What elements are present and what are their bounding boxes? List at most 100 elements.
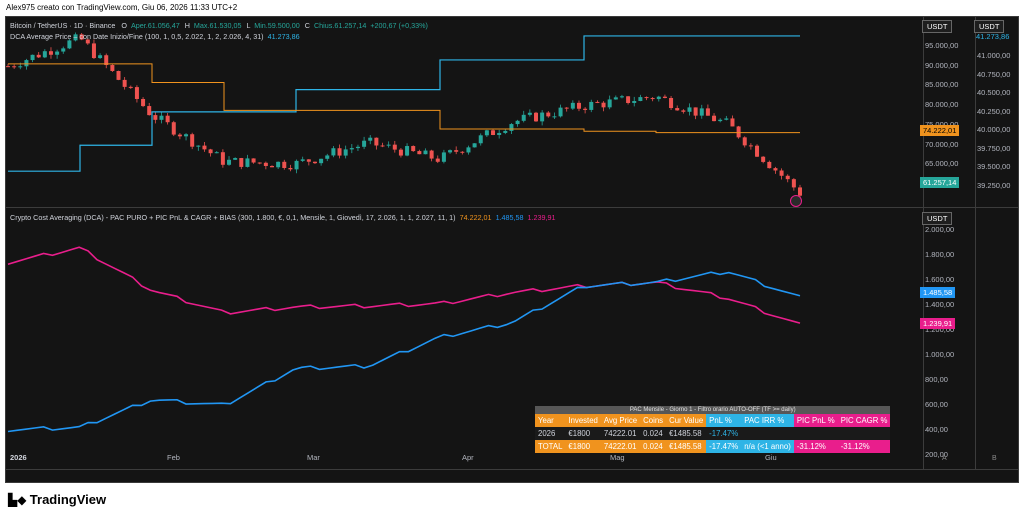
candle-body (6, 66, 10, 68)
candle-body (460, 151, 465, 153)
right-unit-tag[interactable]: USDT (974, 20, 1005, 33)
right-tick-6: 39.500,00 (977, 162, 1011, 171)
pane-letter-a[interactable]: A (942, 455, 947, 462)
candle-body (534, 112, 538, 122)
bottom-unit-tag[interactable]: USDT (922, 212, 953, 225)
top-legend-line1[interactable]: Bitcoin / TetherUS · 1D · Binance O Aper… (10, 21, 428, 30)
avg-price-orange-line (8, 63, 800, 134)
candle-body (91, 43, 96, 59)
candle-body (337, 148, 342, 156)
th-pac-irr: PAC IRR % (741, 414, 794, 427)
candle-body (712, 115, 717, 122)
candle-body (24, 60, 29, 67)
th-coins: Coins (640, 414, 667, 427)
tradingview-logo[interactable]: ▙◆ TradingView (8, 492, 106, 507)
candle-body (491, 130, 496, 135)
left-tick-3: 80.000,00 (925, 100, 959, 110)
bottom-tick-7: 600,00 (925, 400, 948, 409)
candle-body (687, 107, 692, 112)
th-invested: Invested (565, 414, 601, 427)
candle-body (644, 97, 649, 99)
x-tick-mar: Mar (307, 453, 320, 462)
cell-pnl: -17.47% (709, 429, 739, 438)
candle-body (448, 150, 453, 153)
chart-frame[interactable] (5, 16, 1019, 483)
low-value: Min.59.500,00 (254, 21, 300, 30)
change-value: +200,67 (+0,33%) (370, 21, 428, 30)
bottom-tick-2: 1.600,00 (925, 275, 955, 284)
candle-body (730, 118, 735, 127)
candle-body (650, 98, 655, 100)
candle-body (288, 167, 293, 170)
cell-pic-pnl (794, 427, 838, 440)
candle-body (134, 87, 139, 99)
candle-body (791, 179, 796, 188)
ccda-value-1: 74.222,01 (459, 213, 492, 222)
candle-body (184, 134, 189, 137)
total-pic-pnl: -31.12% (793, 440, 838, 453)
candle-body (552, 116, 557, 118)
candle-body (374, 137, 379, 146)
candle-body (632, 100, 637, 103)
candle-body (607, 99, 612, 108)
candle-body (165, 115, 170, 123)
left-tick-4: 75.000,00 (925, 120, 958, 129)
candle-body (30, 54, 35, 61)
candle-body (343, 149, 348, 156)
table-title: PAC Mensile - Giorno 1 - Filtro orario A… (535, 406, 891, 414)
pink-value-badge: 1.239,91 (920, 318, 956, 329)
th-cur-value: Cur Value (666, 414, 707, 427)
candle-body (785, 175, 790, 180)
candle-body (153, 115, 158, 120)
candle-body (626, 96, 631, 103)
candle-body (294, 160, 299, 170)
tv-mark-icon: ▙◆ (8, 493, 30, 507)
total-cur-value: €1485.58 (666, 440, 707, 453)
candle-body (300, 159, 305, 161)
bottom-tick-0: 2.000,00 (925, 225, 955, 234)
candle-body (319, 158, 324, 164)
th-avg-price: Avg Price (600, 414, 641, 427)
candle-body (570, 102, 575, 109)
left-unit-tag[interactable]: USDT (922, 20, 953, 33)
candle-body (675, 108, 680, 111)
high-letter: H (184, 21, 190, 30)
pane-letter-b[interactable]: B (992, 455, 997, 462)
candle-body (681, 110, 686, 112)
close-letter: C (304, 21, 310, 30)
cell-avg-price: 74222.01 (603, 429, 637, 438)
left-tick-6: 65.000,00 (925, 159, 959, 169)
candle-body (190, 134, 195, 147)
candle-body (515, 120, 520, 125)
pane-separator[interactable] (6, 207, 1018, 208)
total-invested: €1800 (565, 440, 601, 453)
candle-body (736, 126, 741, 138)
candle-body (257, 162, 262, 164)
candle-body (693, 107, 698, 116)
dca-summary-table: PAC Mensile - Giorno 1 - Filtro orario A… (535, 406, 891, 453)
candle-body (540, 112, 545, 122)
cell-coins: 0.024 (643, 429, 663, 438)
top-legend-line2[interactable]: DCA Average Price – con Date Inizio/Fine… (10, 32, 300, 41)
candle-body (613, 97, 618, 100)
lightning-icon[interactable] (790, 195, 802, 207)
tv-brand-text: TradingView (29, 492, 107, 507)
candle-body (417, 151, 422, 155)
candle-body (61, 48, 66, 52)
candle-body (214, 152, 219, 154)
candle-body (509, 124, 514, 131)
candle-body (521, 114, 526, 121)
open-letter: O (121, 21, 127, 30)
candle-body (798, 187, 802, 196)
candle-body (601, 102, 606, 108)
blue-value-badge: 1.485,58 (920, 287, 956, 298)
candle-body (595, 101, 600, 103)
candle-body (48, 51, 53, 55)
candle-body (454, 150, 459, 152)
bottom-tick-1: 1.800,00 (925, 250, 955, 259)
candle-body (779, 170, 784, 176)
bottom-legend[interactable]: Crypto Cost Averaging (DCA) - PAC PURO +… (10, 213, 556, 222)
avg-price-badge: 74.222,01 (920, 125, 960, 136)
candle-body (67, 40, 72, 49)
candle-body (742, 137, 747, 146)
